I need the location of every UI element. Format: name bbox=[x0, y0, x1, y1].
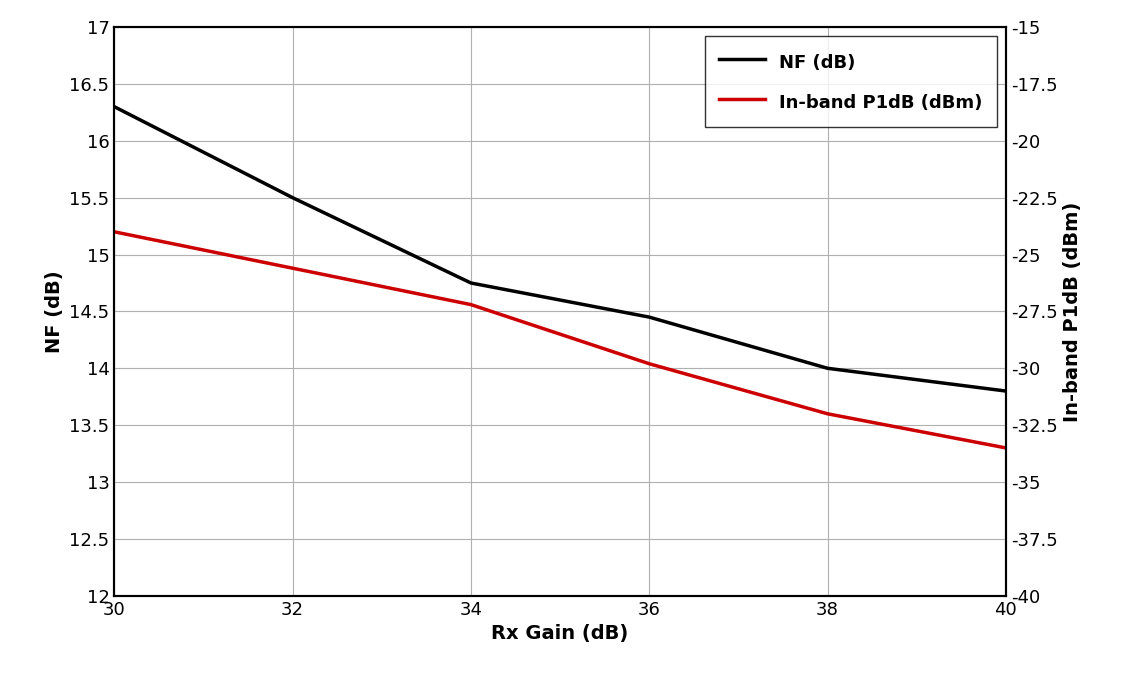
NF (dB) bbox=[464, 279, 478, 287]
NF (dB) bbox=[286, 194, 299, 202]
Y-axis label: NF (dB): NF (dB) bbox=[45, 270, 64, 353]
Line: In-band P1dB (dBm): In-band P1dB (dBm) bbox=[114, 232, 1006, 448]
NF (dB) bbox=[107, 103, 121, 111]
NF (dB) bbox=[821, 364, 834, 372]
Y-axis label: In-band P1dB (dBm): In-band P1dB (dBm) bbox=[1063, 201, 1082, 422]
X-axis label: Rx Gain (dB): Rx Gain (dB) bbox=[491, 624, 629, 643]
In-band P1dB (dBm) bbox=[464, 301, 478, 309]
In-band P1dB (dBm) bbox=[107, 227, 121, 236]
NF (dB) bbox=[642, 313, 656, 321]
Legend: NF (dB), In-band P1dB (dBm): NF (dB), In-band P1dB (dBm) bbox=[705, 36, 997, 127]
In-band P1dB (dBm) bbox=[999, 444, 1013, 452]
In-band P1dB (dBm) bbox=[286, 264, 299, 272]
NF (dB) bbox=[999, 387, 1013, 395]
In-band P1dB (dBm) bbox=[642, 359, 656, 368]
Line: NF (dB): NF (dB) bbox=[114, 107, 1006, 391]
In-band P1dB (dBm) bbox=[821, 410, 834, 418]
